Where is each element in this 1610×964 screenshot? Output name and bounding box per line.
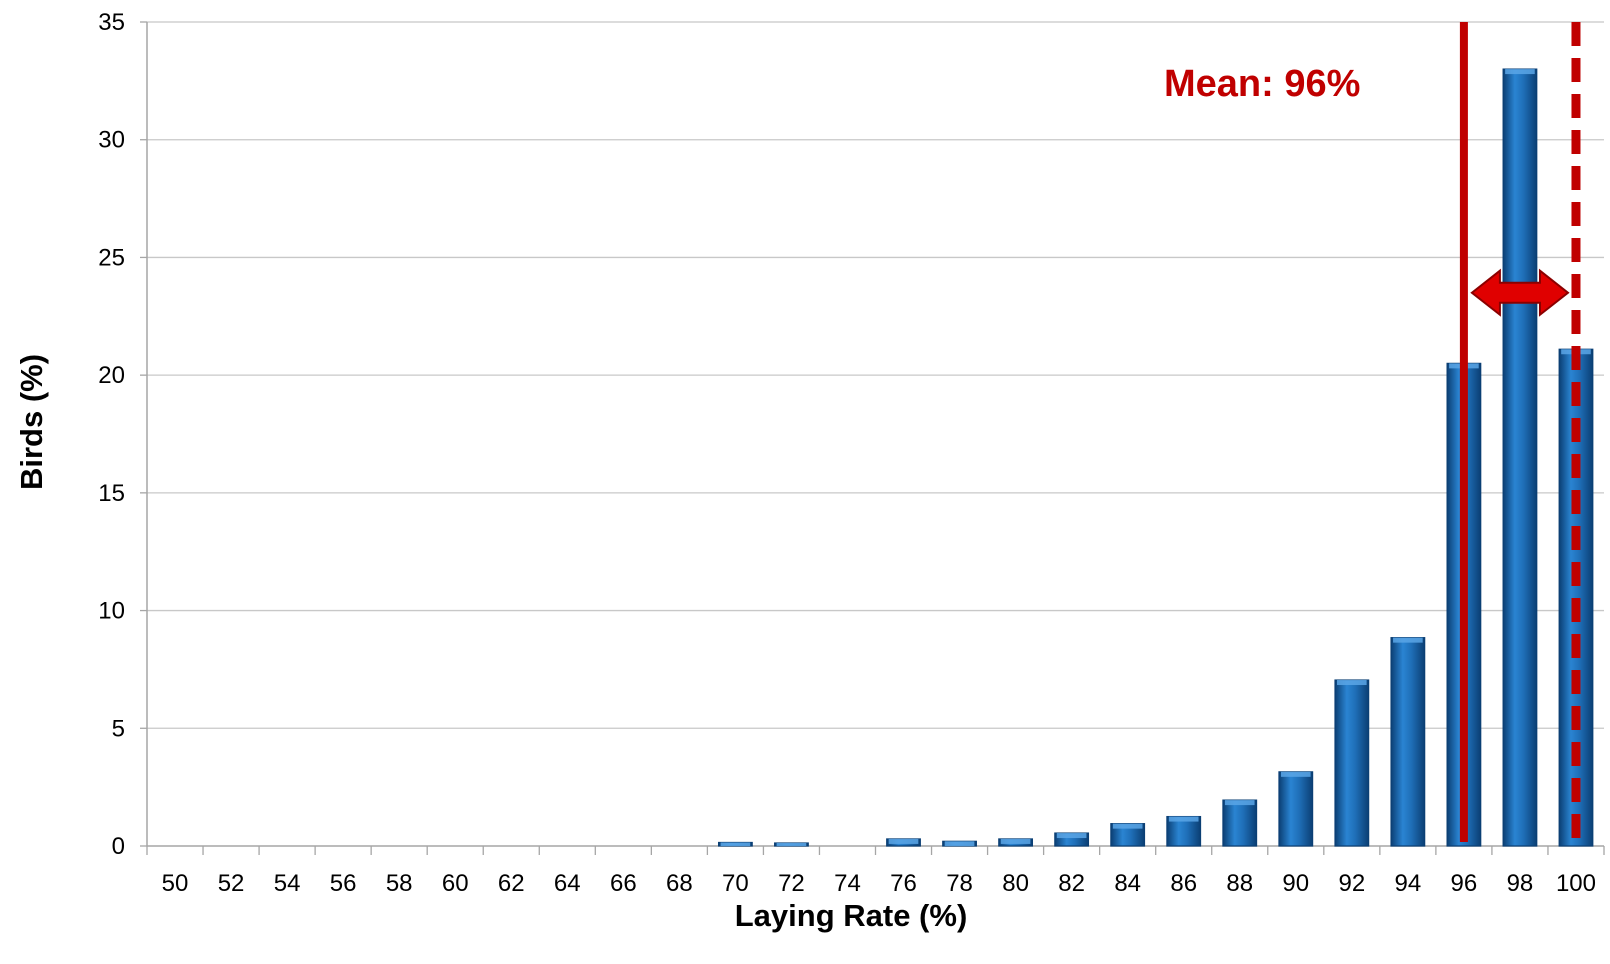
bar-cap	[888, 838, 919, 844]
gridlines	[147, 21, 1604, 729]
bar-cap	[776, 843, 807, 846]
x-tick-label: 54	[274, 870, 301, 897]
x-tick-label: 50	[162, 870, 189, 897]
y-tick-label: 35	[98, 9, 125, 36]
x-tick-label: 86	[1170, 870, 1197, 897]
y-tick-label: 0	[112, 833, 125, 860]
x-tick-label: 76	[890, 870, 917, 897]
bar-cap	[944, 841, 975, 846]
bar-cap	[1224, 800, 1255, 806]
x-tick-label: 96	[1451, 870, 1478, 897]
annotations	[1459, 22, 1581, 842]
bar-cap	[1505, 69, 1535, 75]
x-tick-label: 84	[1114, 870, 1141, 897]
bar	[1334, 679, 1370, 847]
x-tick-label: 66	[610, 870, 637, 897]
y-tick-label: 15	[98, 480, 125, 507]
x-tick-label: 72	[778, 870, 805, 897]
bar-cap	[1393, 637, 1423, 643]
bar-cap	[1056, 833, 1087, 839]
x-tick-label: 68	[666, 870, 693, 897]
y-tick-label: 20	[98, 362, 125, 389]
x-tick-label: 56	[330, 870, 357, 897]
x-tick-label: 64	[554, 870, 581, 897]
bar	[1502, 68, 1538, 847]
y-tick-label: 30	[98, 127, 125, 154]
x-tick-label: 70	[722, 870, 749, 897]
tick-labels: 0 5 10 15 20 25 30 35 50 52 54 56 58 60 62 64 66 68 70 72 74…	[98, 9, 1596, 897]
bar-cap	[1112, 823, 1143, 829]
y-tick-label: 10	[98, 598, 125, 625]
bars	[717, 68, 1594, 847]
x-tick-label: 74	[834, 870, 861, 897]
bar	[1278, 771, 1314, 847]
axes	[140, 21, 1605, 855]
double-arrow	[1470, 268, 1570, 317]
x-tick-label: 60	[442, 870, 469, 897]
x-tick-label: 100	[1556, 870, 1596, 897]
y-tick-label: 25	[98, 244, 125, 271]
bar-cap	[1337, 680, 1367, 686]
y-tick-label: 5	[112, 715, 125, 742]
mean-annotation: Mean: 96%	[1164, 63, 1360, 105]
x-tick-label: 92	[1338, 870, 1365, 897]
x-tick-label: 62	[498, 870, 525, 897]
x-tick-label: 98	[1507, 870, 1534, 897]
bar-cap	[1280, 771, 1311, 777]
bar-cap	[720, 842, 751, 846]
x-tick-label: 94	[1395, 870, 1422, 897]
bar	[1222, 799, 1258, 847]
x-tick-label: 88	[1226, 870, 1253, 897]
x-tick-label: 80	[1002, 870, 1029, 897]
y-axis-title: Birds (%)	[14, 354, 49, 490]
x-tick-label: 90	[1282, 870, 1309, 897]
bar-cap	[1168, 816, 1199, 822]
x-tick-label: 52	[218, 870, 245, 897]
x-tick-label: 82	[1058, 870, 1085, 897]
bar	[1390, 637, 1426, 847]
x-axis-title: Laying Rate (%)	[735, 898, 968, 933]
x-tick-label: 58	[386, 870, 413, 897]
bar-cap	[1000, 838, 1031, 844]
x-tick-label: 78	[946, 870, 973, 897]
